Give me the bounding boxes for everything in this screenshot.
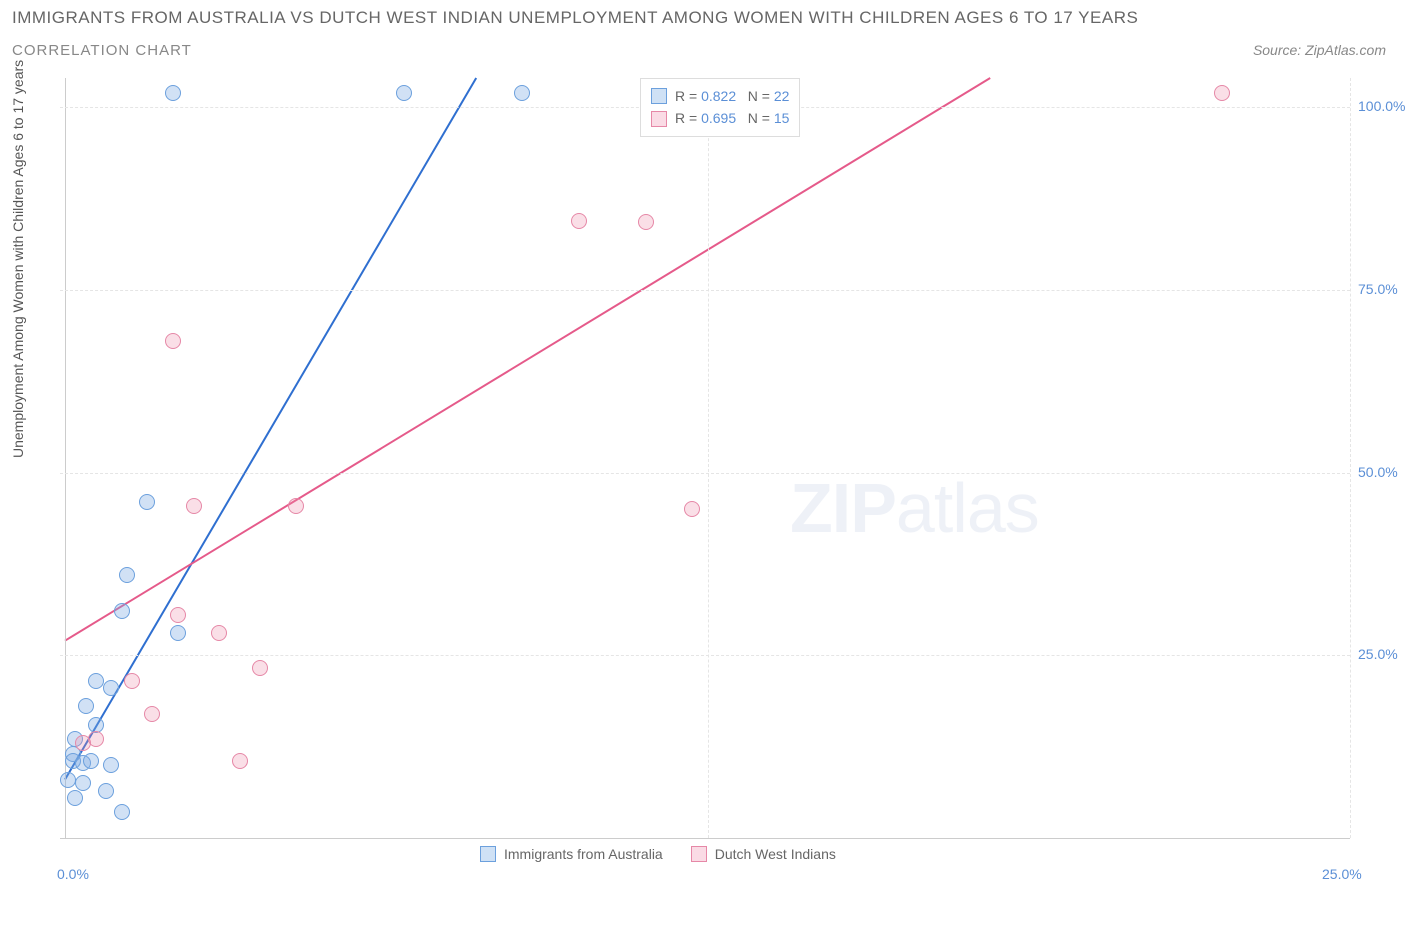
gridline-v	[708, 78, 709, 838]
legend-swatch	[691, 846, 707, 862]
gridline-v	[1350, 78, 1351, 838]
y-tick-label: 50.0%	[1358, 464, 1398, 480]
legend-swatch	[651, 88, 667, 104]
gridline-h	[60, 655, 1350, 656]
y-axis-line	[65, 78, 66, 838]
y-tick-label: 25.0%	[1358, 646, 1398, 662]
chart-subtitle: CORRELATION CHART	[12, 42, 192, 59]
plot-area: ZIPatlas 25.0%50.0%75.0%100.0%0.0%25.0%R…	[60, 78, 1380, 878]
gridline-h	[60, 290, 1350, 291]
legend-stats-text: R = 0.695 N = 15	[675, 107, 789, 129]
legend-stats-text: R = 0.822 N = 22	[675, 85, 789, 107]
legend-series-item: Dutch West Indians	[691, 846, 836, 862]
y-tick-label: 75.0%	[1358, 281, 1398, 297]
y-tick-label: 100.0%	[1358, 98, 1405, 114]
legend-swatch	[651, 111, 667, 127]
x-axis-line	[60, 838, 1350, 839]
regression-line	[65, 78, 990, 641]
legend-series-label: Immigrants from Australia	[504, 846, 663, 862]
legend-series-item: Immigrants from Australia	[480, 846, 663, 862]
chart-container: IMMIGRANTS FROM AUSTRALIA VS DUTCH WEST …	[0, 0, 1406, 930]
legend-series-label: Dutch West Indians	[715, 846, 836, 862]
x-tick-label: 0.0%	[57, 866, 89, 882]
chart-title: IMMIGRANTS FROM AUSTRALIA VS DUTCH WEST …	[12, 8, 1138, 28]
legend-stats: R = 0.822 N = 22R = 0.695 N = 15	[640, 78, 800, 137]
source-attribution: Source: ZipAtlas.com	[1253, 42, 1386, 58]
plot-svg	[60, 78, 1380, 878]
gridline-h	[60, 473, 1350, 474]
legend-stats-row: R = 0.822 N = 22	[651, 85, 789, 107]
legend-series: Immigrants from Australia Dutch West Indi…	[480, 846, 836, 862]
legend-stats-row: R = 0.695 N = 15	[651, 107, 789, 129]
x-tick-label: 25.0%	[1322, 866, 1362, 882]
y-axis-label: Unemployment Among Women with Children A…	[10, 60, 26, 458]
legend-swatch	[480, 846, 496, 862]
